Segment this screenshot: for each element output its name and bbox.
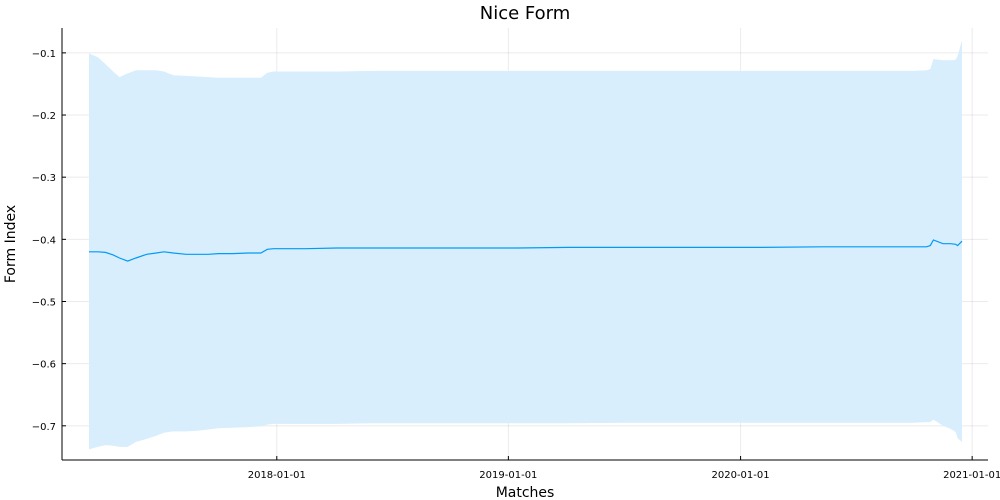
y-tick-label: −0.5: [32, 297, 56, 308]
y-tick-label: −0.7: [32, 422, 56, 433]
y-ticks: −0.1 −0.2 −0.3 −0.4 −0.5 −0.6 −0.7: [32, 49, 66, 433]
y-tick-label: −0.6: [32, 360, 56, 371]
y-tick-label: −0.1: [32, 49, 56, 60]
x-tick-label: 2021-01-01: [943, 470, 1000, 481]
x-ticks: 2018-01-01 2019-01-01 2020-01-01 2021-01-01: [248, 456, 1000, 481]
series-line: [89, 239, 963, 262]
y-tick-label: −0.4: [32, 235, 56, 246]
x-tick-label: 2018-01-01: [248, 470, 306, 481]
y-tick-label: −0.2: [32, 111, 56, 122]
x-axis-label: Matches: [496, 485, 555, 500]
y-axis-label: Form Index: [3, 205, 19, 283]
x-tick-label: 2019-01-01: [479, 470, 537, 481]
plot-area: [89, 40, 963, 450]
x-tick-label: 2020-01-01: [712, 470, 770, 481]
confidence-band: [89, 40, 962, 450]
y-tick-label: −0.3: [32, 173, 56, 184]
chart-title: Nice Form: [480, 3, 571, 24]
axes: [61, 28, 988, 461]
